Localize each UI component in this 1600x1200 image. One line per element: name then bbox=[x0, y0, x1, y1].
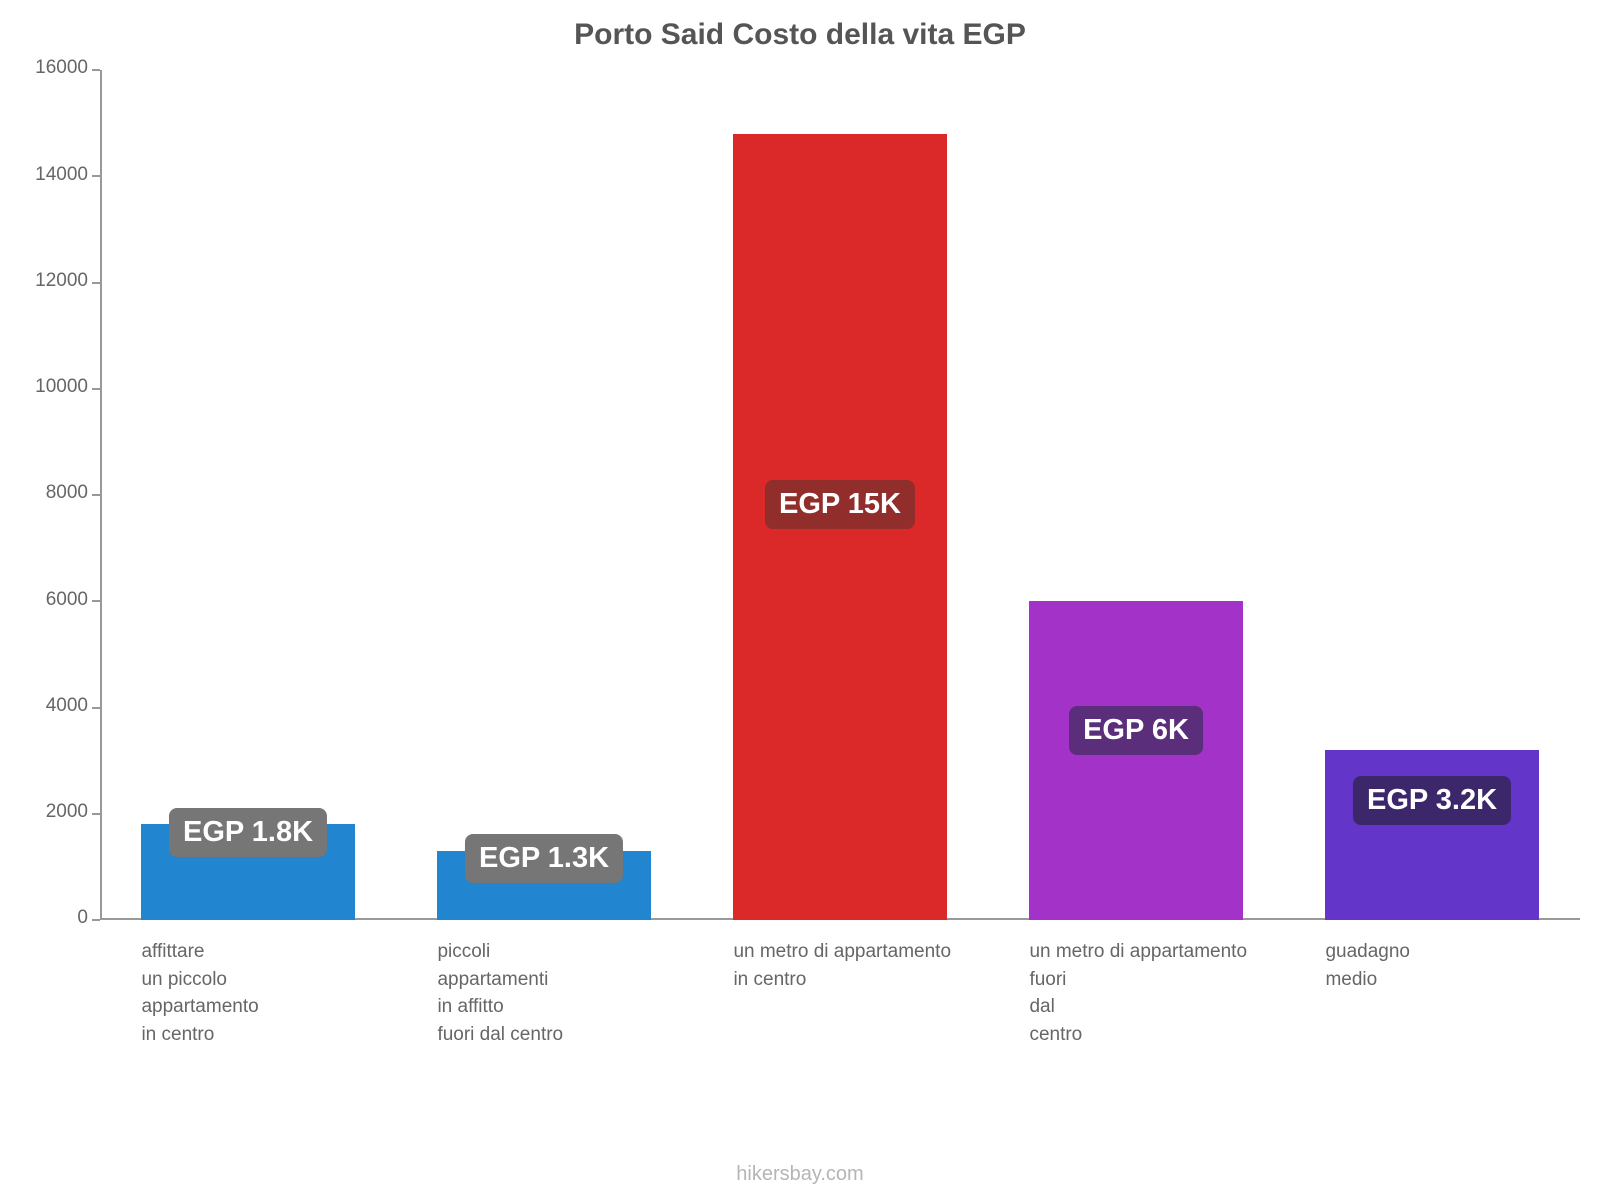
bar bbox=[1029, 601, 1242, 920]
x-category-label: guadagno medio bbox=[1325, 938, 1410, 993]
y-tick bbox=[92, 494, 100, 496]
chart-title: Porto Said Costo della vita EGP bbox=[0, 18, 1600, 52]
chart-container: Porto Said Costo della vita EGP 02000400… bbox=[0, 0, 1600, 1200]
plot-area: 0200040006000800010000120001400016000EGP… bbox=[100, 70, 1580, 920]
attribution-text: hikersbay.com bbox=[0, 1163, 1600, 1186]
value-badge: EGP 6K bbox=[1069, 706, 1203, 755]
y-tick-label: 6000 bbox=[8, 589, 88, 611]
y-tick-label: 0 bbox=[8, 907, 88, 929]
x-category-label: un metro di appartamento in centro bbox=[733, 938, 951, 993]
y-tick bbox=[92, 175, 100, 177]
y-tick bbox=[92, 707, 100, 709]
y-tick-label: 16000 bbox=[8, 57, 88, 79]
y-tick-label: 10000 bbox=[8, 376, 88, 398]
y-tick bbox=[92, 919, 100, 921]
y-tick bbox=[92, 813, 100, 815]
y-axis-line bbox=[100, 70, 102, 920]
value-badge: EGP 3.2K bbox=[1353, 776, 1511, 825]
value-badge: EGP 1.3K bbox=[465, 834, 623, 883]
x-category-label: affittare un piccolo appartamento in cen… bbox=[141, 938, 258, 1048]
x-category-label: un metro di appartamento fuori dal centr… bbox=[1029, 938, 1247, 1048]
y-tick bbox=[92, 600, 100, 602]
y-tick bbox=[92, 69, 100, 71]
y-tick-label: 2000 bbox=[8, 801, 88, 823]
y-tick-label: 4000 bbox=[8, 695, 88, 717]
value-badge: EGP 1.8K bbox=[169, 808, 327, 857]
y-tick bbox=[92, 282, 100, 284]
value-badge: EGP 15K bbox=[765, 480, 915, 529]
y-tick-label: 8000 bbox=[8, 482, 88, 504]
y-tick-label: 14000 bbox=[8, 164, 88, 186]
y-tick bbox=[92, 388, 100, 390]
y-tick-label: 12000 bbox=[8, 270, 88, 292]
x-category-label: piccoli appartamenti in affitto fuori da… bbox=[437, 938, 563, 1048]
